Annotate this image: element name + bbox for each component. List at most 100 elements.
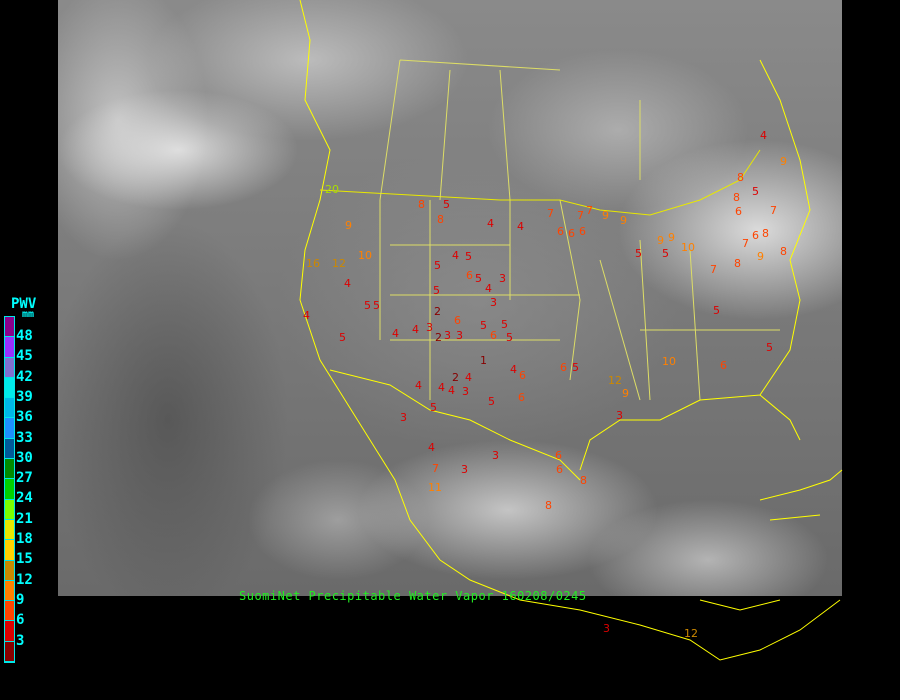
us-mexico-border [329, 369, 581, 481]
legend-swatch [5, 418, 14, 439]
legend-swatch [5, 479, 14, 500]
station-pwv-value: 5 [434, 259, 441, 272]
station-pwv-value: 11 [428, 481, 442, 494]
station-pwv-value: 5 [465, 250, 472, 263]
station-pwv-value: 3 [603, 622, 610, 635]
legend-label: 21 [16, 510, 33, 527]
station-pwv-value: 12 [332, 257, 346, 270]
legend-swatch [5, 459, 14, 480]
station-pwv-value: 4 [760, 129, 767, 142]
station-pwv-value: 8 [437, 213, 444, 226]
station-pwv-value: 20 [325, 183, 339, 196]
station-pwv-value: 8 [580, 474, 587, 487]
station-pwv-value: 6 [555, 449, 562, 462]
station-pwv-value: 4 [428, 441, 435, 454]
legend-swatch [5, 499, 14, 520]
legend-label: 9 [16, 591, 25, 608]
legend-color-bar [4, 316, 15, 664]
station-pwv-value: 4 [438, 381, 445, 394]
coastline-west [299, 0, 841, 661]
station-pwv-value: 7 [770, 204, 777, 217]
legend-title: PWV [11, 296, 37, 312]
station-pwv-value: 4 [392, 327, 399, 340]
station-pwv-value: 5 [766, 341, 773, 354]
satellite-image [58, 0, 842, 596]
station-pwv-value: 4 [452, 249, 459, 262]
station-pwv-value: 12 [608, 374, 622, 387]
station-pwv-value: 7 [586, 204, 593, 217]
legend-swatch [5, 580, 14, 602]
station-pwv-value: 3 [456, 329, 463, 342]
station-pwv-value: 3 [444, 329, 451, 342]
station-pwv-value: 5 [506, 331, 513, 344]
station-pwv-value: 6 [735, 205, 742, 218]
station-pwv-value: 5 [752, 185, 759, 198]
station-pwv-value: 2 [434, 305, 441, 318]
station-pwv-value: 4 [303, 309, 310, 322]
station-pwv-value: 7 [742, 237, 749, 250]
station-pwv-value: 5 [339, 331, 346, 344]
station-pwv-value: 4 [485, 282, 492, 295]
station-pwv-value: 6 [466, 269, 473, 282]
station-pwv-value: 6 [519, 369, 526, 382]
legend-swatch [5, 377, 14, 399]
station-pwv-value: 8 [737, 171, 744, 184]
legend-label: 48 [16, 328, 33, 344]
station-pwv-value: 10 [681, 241, 695, 254]
station-pwv-value: 6 [557, 225, 564, 238]
station-pwv-value: 5 [480, 319, 487, 332]
pwv-legend: PWV mm 48 45 42 39 36 33 30 27 24 21 18 15 12 9 6 3 [0, 296, 60, 668]
station-pwv-value: 3 [616, 409, 623, 422]
station-pwv-value: 4 [510, 363, 517, 376]
station-pwv-value: 6 [556, 463, 563, 476]
station-pwv-value: 5 [635, 247, 642, 260]
legend-label: 36 [16, 409, 33, 426]
station-pwv-value: 8 [780, 245, 787, 258]
legend-swatch [5, 317, 14, 338]
legend-swatch [5, 438, 14, 460]
legend-swatch [5, 540, 14, 561]
legend-swatch [5, 601, 14, 622]
station-pwv-value: 10 [358, 249, 372, 262]
station-pwv-value: 2 [435, 331, 442, 344]
station-pwv-value: 10 [662, 355, 676, 368]
station-pwv-value: 7 [432, 462, 439, 475]
station-pwv-value: 4 [517, 220, 524, 233]
legend-label: 18 [16, 531, 33, 547]
station-pwv-value: 8 [762, 227, 769, 240]
legend-swatch [5, 641, 14, 663]
station-pwv-value: 9 [622, 387, 629, 400]
station-pwv-value: 1 [480, 354, 487, 367]
station-pwv-value: 3 [492, 449, 499, 462]
legend-label: 39 [16, 388, 33, 405]
station-pwv-value: 6 [454, 314, 461, 327]
legend-swatch [5, 398, 14, 419]
station-pwv-value: 3 [490, 296, 497, 309]
station-pwv-value: 6 [568, 227, 575, 240]
legend-swatch [5, 519, 14, 541]
station-pwv-value: 6 [560, 361, 567, 374]
legend-label: 27 [16, 470, 33, 487]
station-pwv-value: 7 [577, 209, 584, 222]
station-pwv-value: 6 [579, 225, 586, 238]
station-pwv-value: 3 [461, 463, 468, 476]
station-pwv-value: 5 [662, 247, 669, 260]
station-pwv-value: 6 [752, 229, 759, 242]
station-pwv-value: 5 [430, 401, 437, 414]
gulf-coast [579, 59, 811, 471]
station-pwv-value: 4 [465, 371, 472, 384]
legend-unit: mm [22, 309, 35, 320]
station-pwv-value: 8 [545, 499, 552, 512]
legend-label: 45 [16, 348, 33, 365]
caribbean-coast [699, 469, 843, 611]
state-lines [379, 59, 780, 401]
station-pwv-value: 5 [373, 299, 380, 312]
station-pwv-value: 3 [400, 411, 407, 424]
station-pwv-value: 5 [488, 395, 495, 408]
station-pwv-value: 4 [487, 217, 494, 230]
station-pwv-value: 8 [733, 191, 740, 204]
legend-label: 24 [16, 490, 33, 507]
station-pwv-value: 9 [668, 231, 675, 244]
legend-label: 3 [16, 632, 25, 649]
station-pwv-value: 6 [720, 359, 727, 372]
